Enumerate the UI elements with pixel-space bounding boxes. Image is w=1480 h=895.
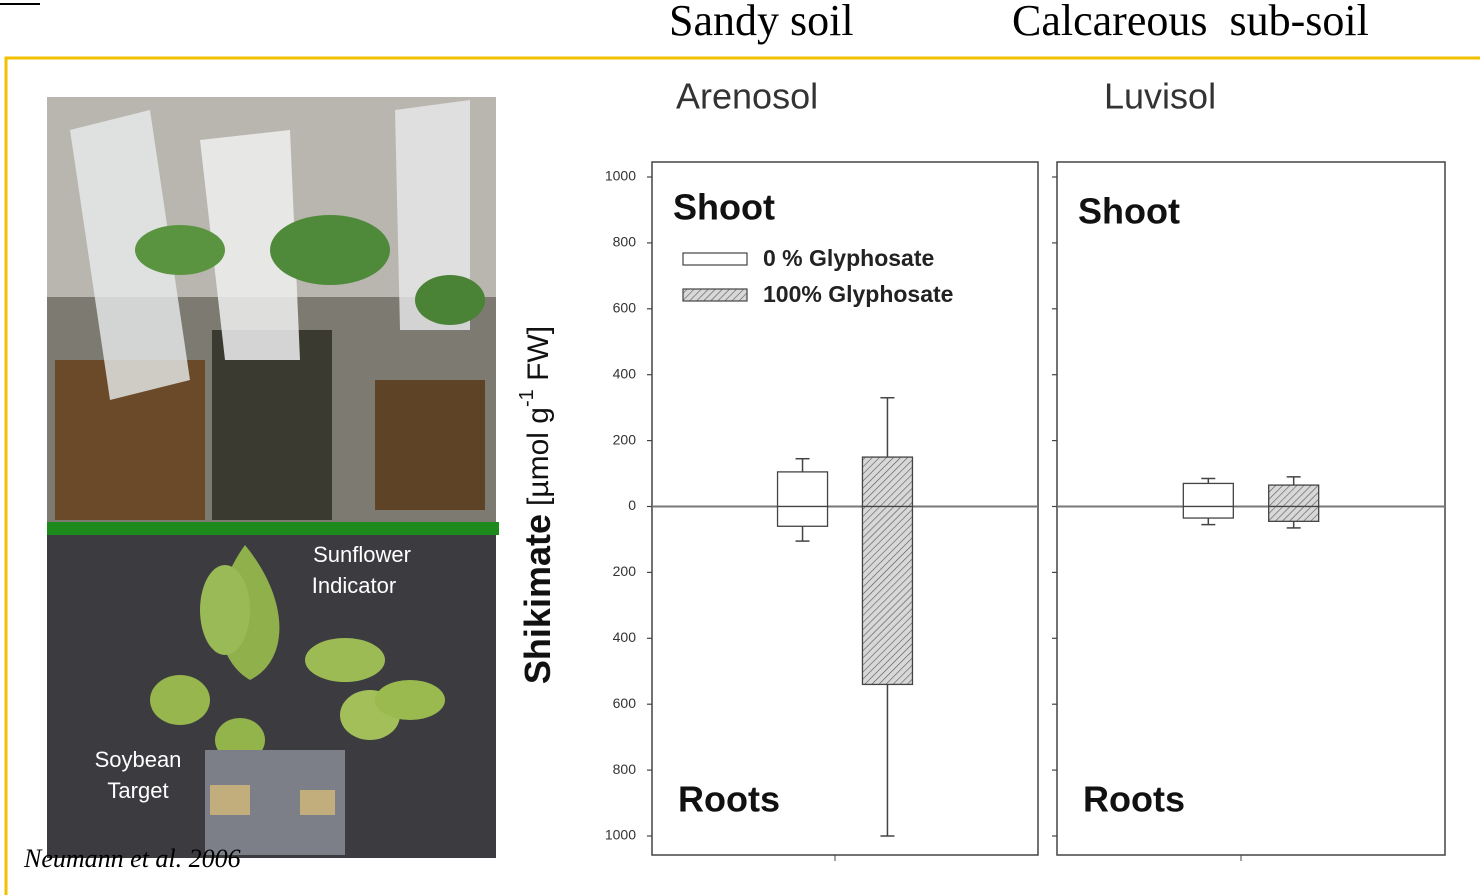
y-tick-label: 400 <box>613 629 637 645</box>
photo-label: Indicator <box>312 573 396 598</box>
heading: Sandy soil <box>669 0 854 45</box>
photo-top <box>47 97 496 522</box>
y-tick-label: 800 <box>613 761 637 777</box>
photo-label: Target <box>107 778 168 803</box>
bar <box>1268 484 1320 508</box>
y-axis-label-part: FW] <box>522 326 555 389</box>
photo-label: Sunflower <box>313 542 411 567</box>
bar <box>776 505 829 527</box>
bar <box>776 471 829 508</box>
heading: Calcareous sub-soil <box>1012 0 1369 45</box>
y-tick-label: 1000 <box>605 827 636 843</box>
legend-label: 0 % Glyphosate <box>763 245 934 271</box>
bar <box>1268 505 1320 522</box>
panel-title: Luvisol <box>1104 76 1216 117</box>
category-label: Shoot <box>673 187 775 228</box>
y-tick-label: 0 <box>628 497 636 513</box>
legend-swatch <box>682 288 748 302</box>
plot-frame <box>1056 161 1446 856</box>
y-tick-label: 600 <box>613 300 637 316</box>
category-label: Shoot <box>1078 191 1180 232</box>
plot-frame <box>651 161 1039 856</box>
legend-label: 100% Glyphosate <box>763 281 953 307</box>
category-label: Roots <box>678 779 780 820</box>
panel-title: Arenosol <box>676 76 818 117</box>
bar <box>861 505 914 686</box>
y-tick-label: 1000 <box>605 168 636 184</box>
y-tick-label: 800 <box>613 234 637 250</box>
y-tick-label: 400 <box>613 365 637 381</box>
photo-label: Soybean <box>95 747 182 772</box>
photo-bottom <box>47 535 496 858</box>
frame <box>4 56 1480 895</box>
y-axis-label-part: [µmol g <box>522 407 555 506</box>
bar <box>861 456 914 508</box>
y-axis-label-part: Shikimate <box>517 514 558 684</box>
legend-swatch <box>682 252 748 266</box>
bar <box>1182 482 1234 508</box>
y-axis-label: Shikimate [µmol g-1 FW] <box>516 326 557 684</box>
citation: Neumann et al. 2006 <box>23 844 241 873</box>
y-tick-label: 600 <box>613 695 637 711</box>
category-label: Roots <box>1083 779 1185 820</box>
y-tick-label: 200 <box>613 563 637 579</box>
bar <box>1182 505 1234 519</box>
y-axis-label-part: -1 <box>516 389 538 407</box>
y-tick-label: 200 <box>613 431 637 447</box>
charts: Sandy soil Arenosol 1000 800 600 400 200 0 200 40… <box>516 0 1446 861</box>
photo-divider <box>47 522 499 535</box>
